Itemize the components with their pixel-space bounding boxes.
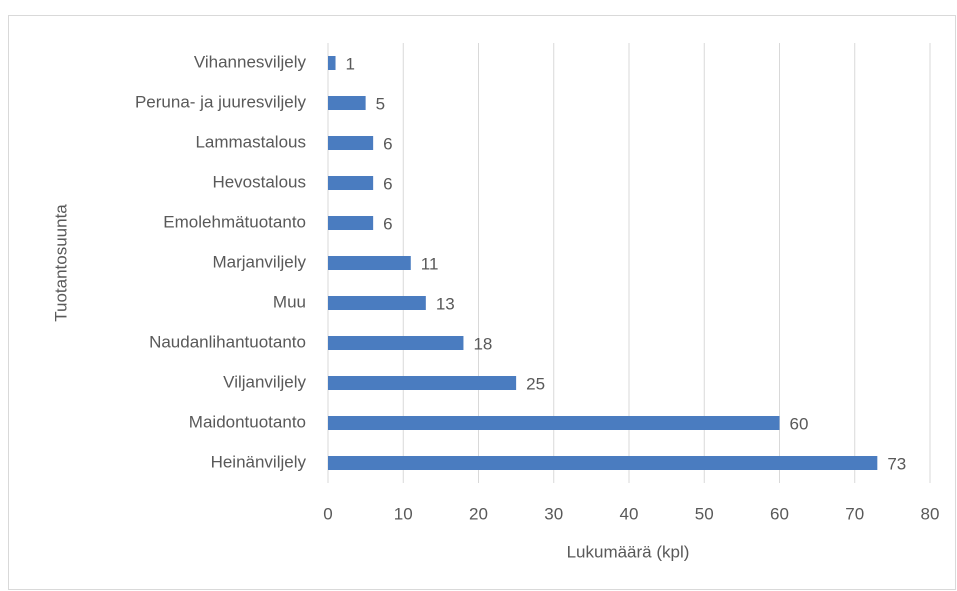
data-label: 13 [436,294,455,313]
y-tick-label: Vihannesviljely [194,52,307,71]
chart-frame [8,15,956,590]
y-tick-label: Muu [273,292,306,311]
data-label: 6 [383,174,392,193]
bar [328,136,374,150]
bar [328,176,374,190]
data-label: 18 [473,334,492,353]
x-tick-label: 40 [620,504,639,523]
x-tick-label: 80 [921,504,940,523]
x-tick-label: 10 [394,504,413,523]
y-axis-label: Tuotantosuunta [51,204,70,322]
data-label: 25 [526,374,545,393]
x-tick-label: 0 [323,504,332,523]
data-label: 11 [421,254,439,273]
y-tick-label: Emolehmätuotanto [163,212,306,231]
x-tick-label: 20 [469,504,488,523]
bar [328,256,411,270]
y-tick-label: Naudanlihantuotanto [149,332,306,351]
bar [328,376,517,390]
x-tick-label: 30 [544,504,563,523]
x-tick-label: 70 [845,504,864,523]
bar [328,336,464,350]
data-label: 73 [887,454,906,473]
data-label: 1 [346,54,355,73]
bar [328,56,336,70]
bar [328,416,780,430]
y-tick-label: Peruna- ja juuresviljely [135,92,307,111]
bar [328,96,366,110]
bar [328,456,878,470]
data-label: 5 [376,94,385,113]
data-label: 6 [383,214,392,233]
y-tick-label: Viljanviljely [223,372,306,391]
bar [328,296,426,310]
bar [328,216,374,230]
y-tick-label: Hevostalous [212,172,306,191]
data-label: 6 [383,134,392,153]
y-tick-label: Lammastalous [195,132,306,151]
x-tick-label: 50 [695,504,714,523]
y-tick-label: Heinänviljely [211,452,307,471]
y-tick-label: Marjanviljely [212,252,306,271]
y-tick-label: Maidontuotanto [189,412,306,431]
x-tick-label: 60 [770,504,789,523]
x-axis-label: Lukumäärä (kpl) [567,542,690,561]
data-label: 60 [790,414,809,433]
